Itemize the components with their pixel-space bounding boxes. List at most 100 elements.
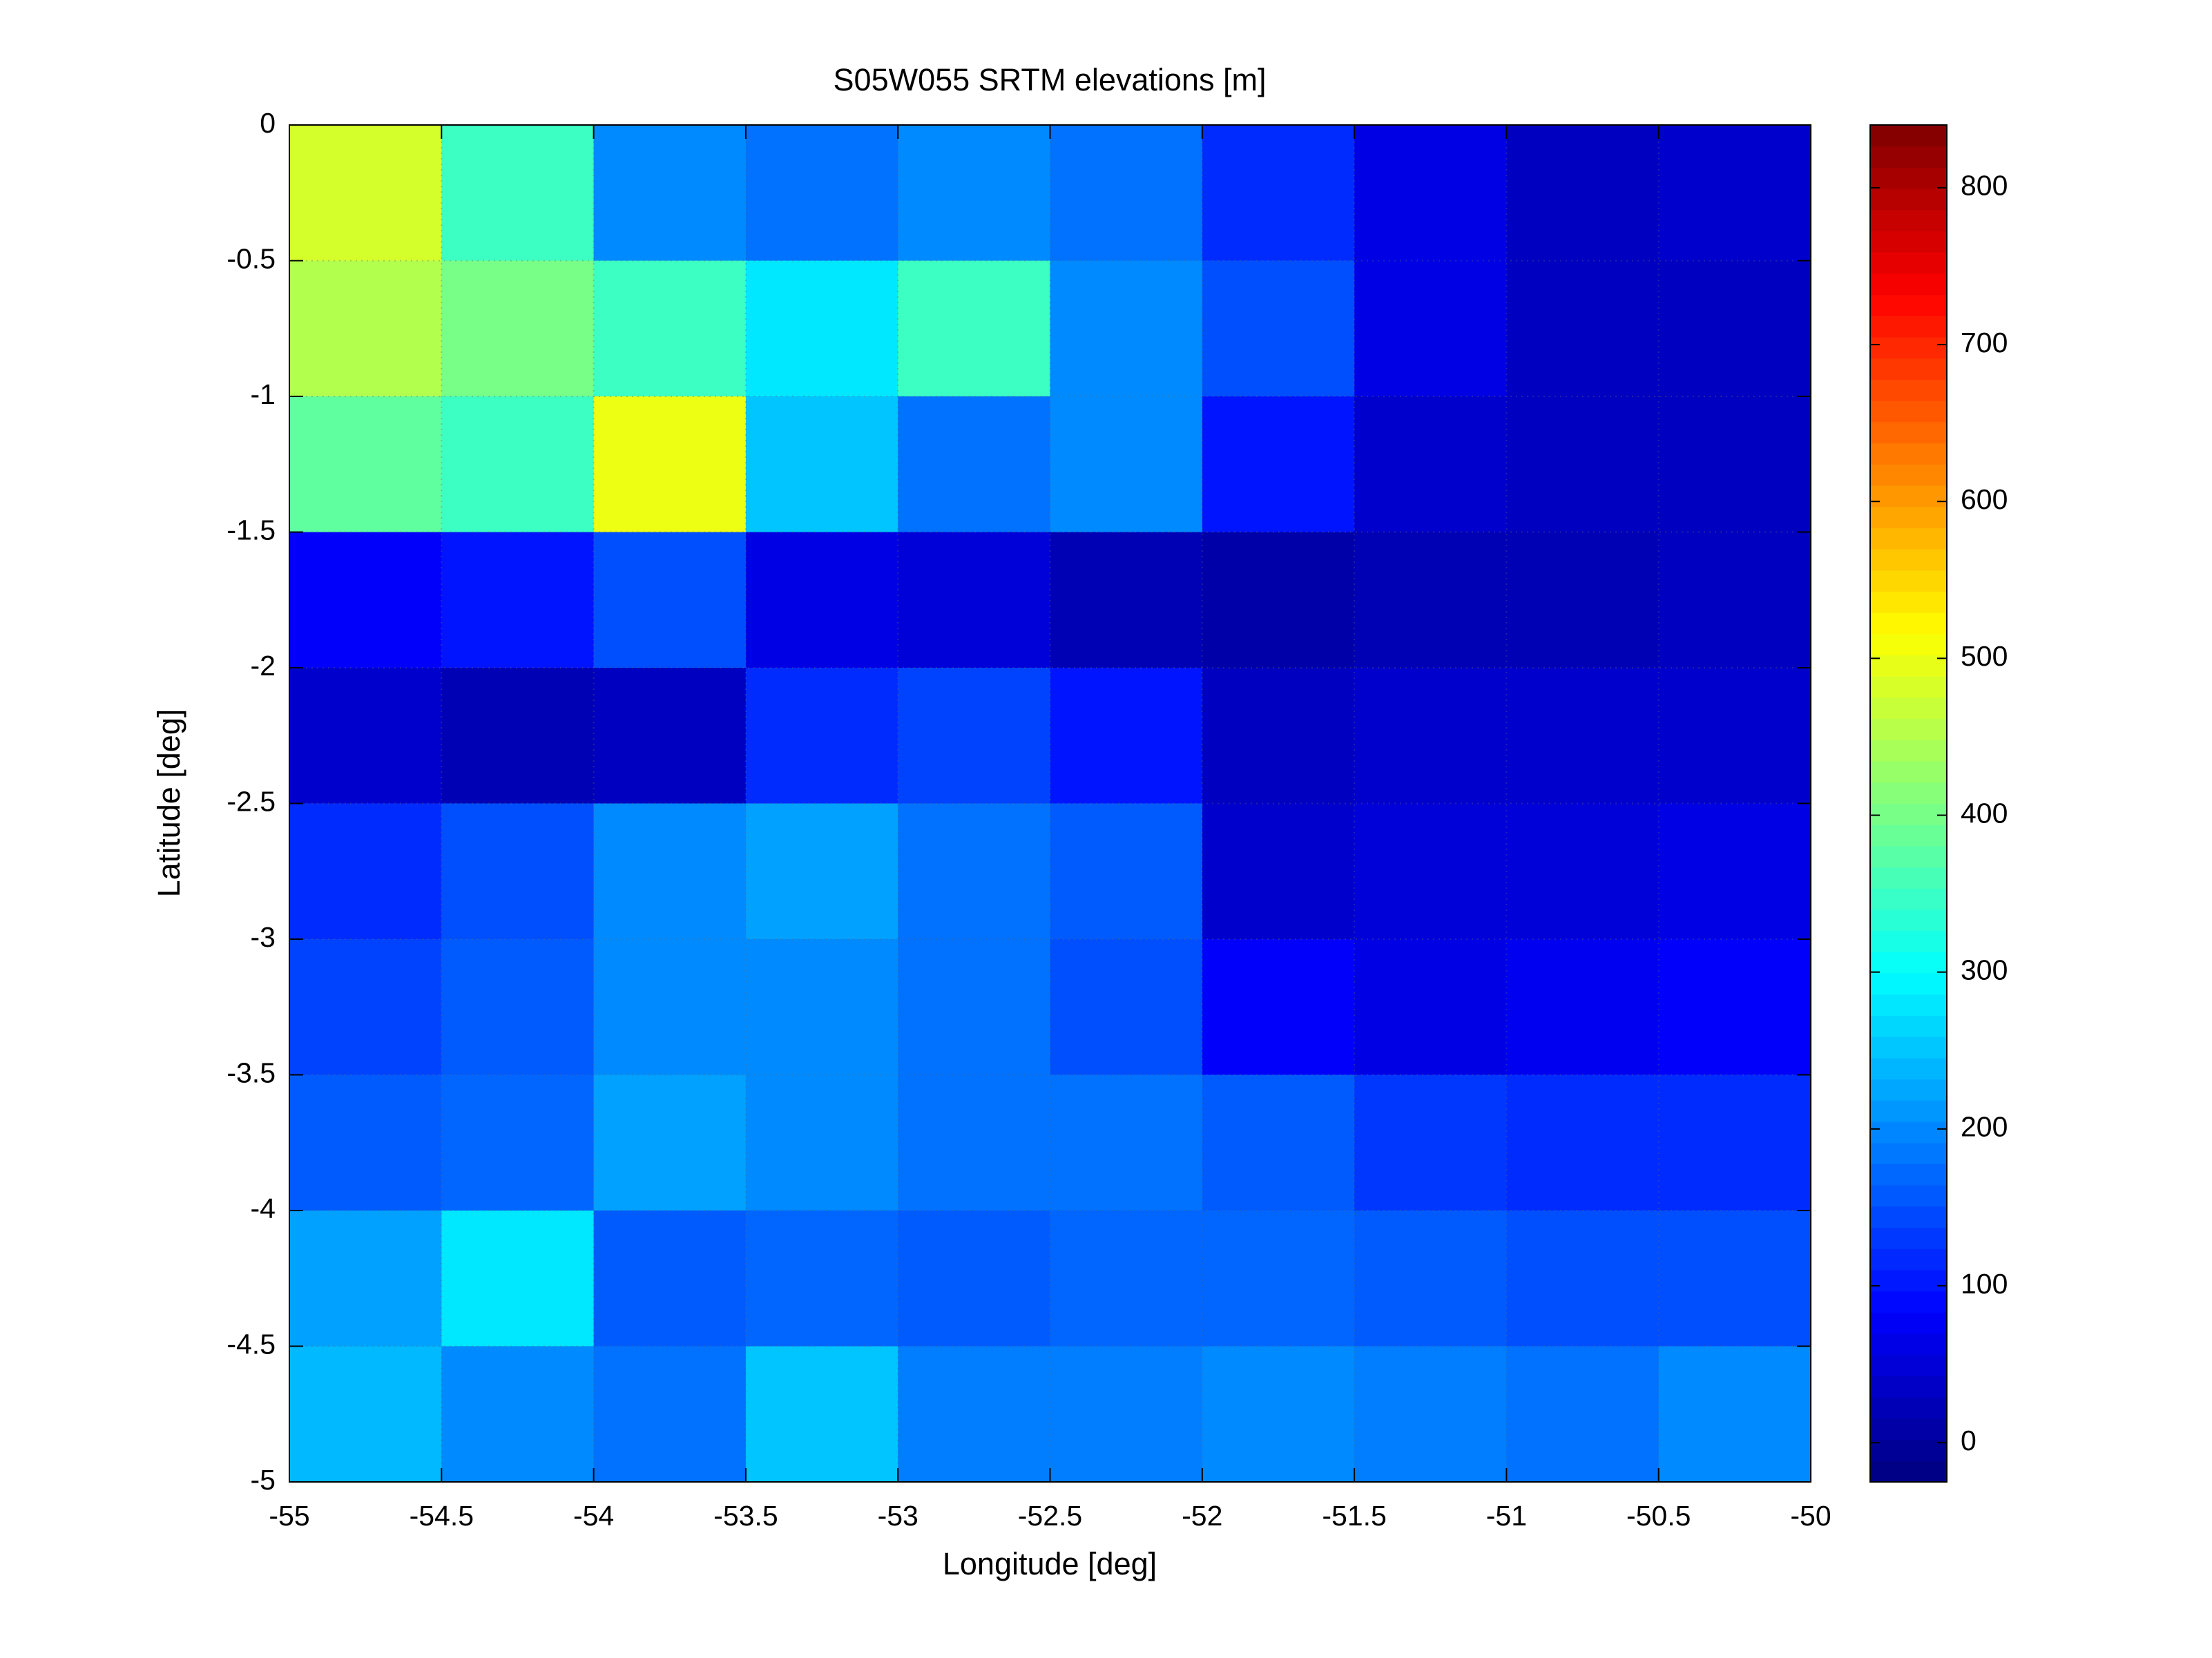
heat-cell (1506, 1346, 1660, 1483)
heat-cell (745, 803, 898, 940)
heat-cell (745, 1211, 898, 1347)
x-tick-label: -50.5 (1626, 1500, 1691, 1532)
heat-cell (745, 125, 898, 261)
heat-cell (1658, 532, 1811, 668)
heat-cell (1658, 1074, 1811, 1211)
colorbar-swatch (1870, 1291, 1947, 1313)
heat-cell (1202, 1346, 1355, 1483)
colorbar-swatch (1870, 401, 1947, 423)
colorbar-swatch (1870, 1227, 1947, 1249)
x-tick-label: -55 (269, 1500, 309, 1532)
colorbar-swatch (1870, 1015, 1947, 1037)
colorbar-swatch (1870, 316, 1947, 338)
heat-cell (441, 532, 595, 668)
heat-cell (441, 668, 595, 804)
heat-cell (289, 1074, 442, 1211)
colorbar-swatch (1870, 633, 1947, 656)
heat-cell (1202, 1074, 1355, 1211)
colorbar-swatch (1870, 570, 1947, 592)
colorbar-swatch (1870, 443, 1947, 465)
x-tick-label: -50 (1790, 1500, 1831, 1532)
colorbar-swatch (1870, 1249, 1947, 1271)
heat-cell (898, 125, 1050, 261)
colorbar-swatch (1870, 1142, 1947, 1164)
colorbar-swatch (1870, 613, 1947, 635)
plot-frame (289, 124, 1811, 1483)
colorbar-tick-label: 800 (1961, 170, 2008, 202)
x-tick-label: -54 (573, 1500, 614, 1532)
y-axis-label: Latitude [deg] (151, 709, 186, 898)
heat-cell (1050, 939, 1203, 1075)
heat-cell (1658, 668, 1811, 804)
heat-cell (1354, 939, 1507, 1075)
colorbar-swatch (1870, 1439, 1947, 1461)
y-tick-label: 0 (260, 107, 276, 139)
colorbar-swatch (1870, 718, 1947, 740)
x-tick-label: -52.5 (1018, 1500, 1082, 1532)
heat-cell (289, 125, 442, 261)
colorbar-swatch (1870, 676, 1947, 698)
colorbar-swatch (1870, 337, 1947, 359)
colorbar-swatch (1870, 655, 1947, 677)
heat-cell (1050, 668, 1203, 804)
y-tick-label: -0.5 (227, 242, 276, 274)
colorbar-swatch (1870, 252, 1947, 274)
colorbar-swatch (1870, 994, 1947, 1016)
x-tick-label: -53 (878, 1500, 919, 1532)
heat-cell (1506, 260, 1660, 397)
heat-cell (1354, 1074, 1507, 1211)
heat-cell (1658, 125, 1811, 261)
y-tick-label: -4 (251, 1193, 276, 1224)
colorbar-swatch (1870, 782, 1947, 804)
heat-cell (1202, 668, 1355, 804)
heat-cell (593, 1211, 747, 1347)
y-tick-label: -2 (251, 650, 276, 682)
heat-cell (593, 1074, 747, 1211)
y-tick-label: -5 (251, 1464, 276, 1496)
colorbar-swatch (1870, 697, 1947, 720)
colorbar-swatch (1870, 1461, 1947, 1483)
heat-cell (1202, 1211, 1355, 1347)
heat-cell (1050, 260, 1203, 397)
heat-cell (1658, 1211, 1811, 1347)
colorbar-tick-label: 500 (1961, 640, 2008, 672)
heat-cell (289, 1211, 442, 1347)
heat-cell (1050, 1074, 1203, 1211)
colorbar-swatch (1870, 1269, 1947, 1292)
colorbar-swatch (1870, 591, 1947, 613)
heat-cell (1506, 668, 1660, 804)
colorbar-swatch (1870, 1079, 1947, 1101)
heat-cell (1506, 803, 1660, 940)
colorbar-swatch (1870, 952, 1947, 974)
heat-cell (898, 803, 1050, 940)
heat-cell (441, 803, 595, 940)
colorbar-swatch (1870, 930, 1947, 952)
heat-cell (1202, 532, 1355, 668)
colorbar-swatch (1870, 146, 1947, 168)
colorbar-swatch (1870, 125, 1947, 147)
heat-cell (898, 260, 1050, 397)
x-tick-label: -51.5 (1322, 1500, 1386, 1532)
colorbar-swatch (1870, 1354, 1947, 1376)
colorbar-swatch (1870, 528, 1947, 550)
heat-cell (441, 1074, 595, 1211)
colorbar-tick-label: 400 (1961, 797, 2008, 829)
colorbar-swatch (1870, 740, 1947, 762)
colorbar-swatch (1870, 549, 1947, 571)
heat-cell (441, 1211, 595, 1347)
colorbar-swatch (1870, 1185, 1947, 1207)
colorbar-tick-label: 100 (1961, 1268, 2008, 1300)
heat-cell (289, 1346, 442, 1483)
heat-cell (1202, 260, 1355, 397)
colorbar-swatch (1870, 1333, 1947, 1356)
heat-cell (898, 396, 1050, 532)
colorbar-swatch (1870, 761, 1947, 783)
colorbar-swatch (1870, 506, 1947, 528)
heat-cell (593, 532, 747, 668)
colorbar-swatch (1870, 231, 1947, 253)
heat-cell (1506, 125, 1660, 261)
heat-cell (1202, 396, 1355, 532)
heat-cell (898, 939, 1050, 1075)
